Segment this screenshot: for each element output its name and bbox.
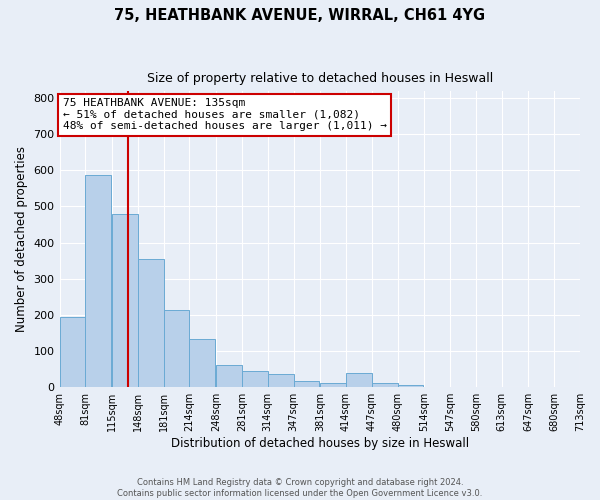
Bar (190, 339, 215, 387)
X-axis label: Distribution of detached houses by size in Heswall: Distribution of detached houses by size … (171, 437, 469, 450)
Bar (164, 310, 190, 387)
Bar (59, 318, 85, 387)
Bar (85, 174, 111, 387)
Bar (346, 373, 372, 387)
Bar (112, 214, 138, 387)
Y-axis label: Number of detached properties: Number of detached properties (15, 146, 28, 332)
Text: Contains HM Land Registry data © Crown copyright and database right 2024.
Contai: Contains HM Land Registry data © Crown c… (118, 478, 482, 498)
Bar (138, 259, 164, 387)
Bar (216, 365, 242, 387)
Bar (372, 382, 398, 387)
Text: 75 HEATHBANK AVENUE: 135sqm
← 51% of detached houses are smaller (1,082)
48% of : 75 HEATHBANK AVENUE: 135sqm ← 51% of det… (62, 98, 386, 132)
Title: Size of property relative to detached houses in Heswall: Size of property relative to detached ho… (146, 72, 493, 86)
Bar (268, 374, 293, 387)
Bar (293, 381, 319, 387)
Bar (242, 372, 268, 387)
Bar (320, 382, 346, 387)
Text: 75, HEATHBANK AVENUE, WIRRAL, CH61 4YG: 75, HEATHBANK AVENUE, WIRRAL, CH61 4YG (115, 8, 485, 22)
Bar (398, 384, 424, 387)
